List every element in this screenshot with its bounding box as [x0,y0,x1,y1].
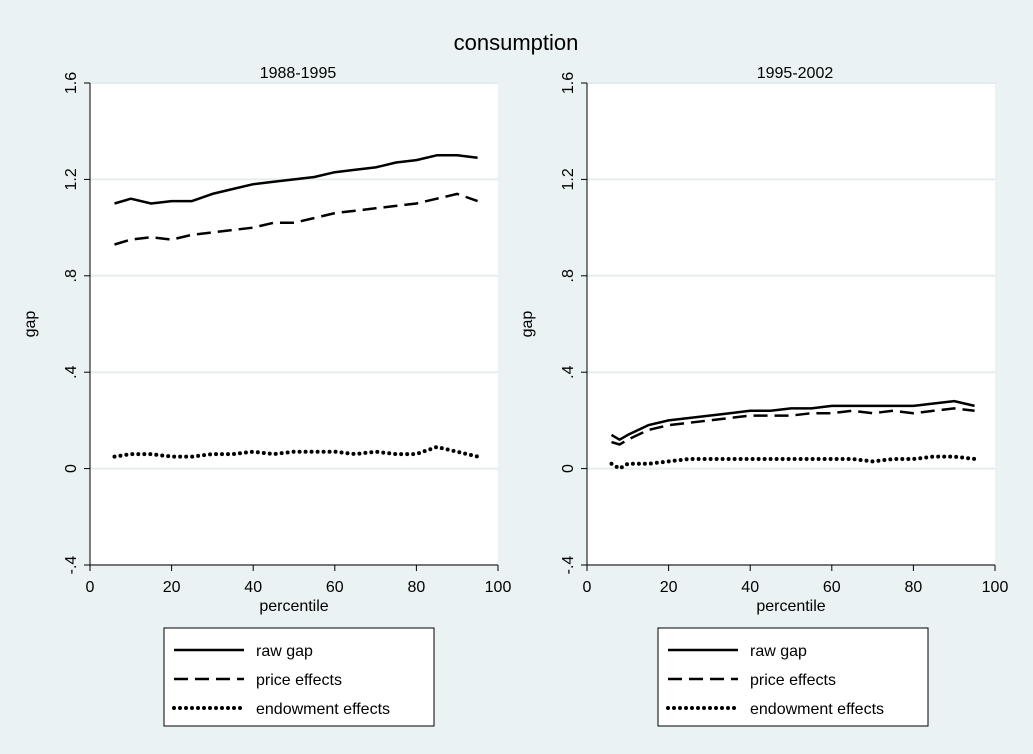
legend-label: raw gap [750,643,807,660]
legend: raw gap price effects endowment effects [163,627,435,727]
legend-label: endowment effects [750,701,884,718]
y-tick-label: .8 [560,269,577,282]
legend-label: raw gap [256,643,313,660]
panel-title: 1995-2002 [757,65,834,82]
x-tick-label: 60 [326,579,344,596]
series-line-dotted [609,454,977,471]
x-tick-label: 20 [660,579,678,596]
panel-title: 1988-1995 [260,65,337,82]
y-tick-label: 1.2 [560,168,577,190]
x-tick-label: 20 [163,579,181,596]
x-axis-title: percentile [756,598,825,615]
series-line-solid [610,399,975,441]
figure-title: consumption [454,30,579,55]
x-axis-title: percentile [259,598,328,615]
chart-panel-2: -.4 0 .4 .8 1.2 1.6 0 20 40 60 80 100 1995-2002 perce… [519,65,1009,727]
legend-label: endowment effects [256,701,390,718]
plot-area [90,83,498,565]
y-tick-label: 1.6 [63,72,80,94]
x-tick-label: 100 [982,579,1009,596]
panels: -.4 0 .4 .8 1.2 1.6 0 20 40 60 80 100 1988-1995 perce… [22,65,1009,727]
x-tick-label: 0 [86,579,95,596]
y-tick-label: -.4 [63,556,80,575]
legend-label: price effects [256,672,342,689]
y-tick-label: 1.2 [63,168,80,190]
series-line-dashed [114,192,479,246]
legend: raw gap price effects endowment effects [657,627,929,727]
y-tick-label: 1.6 [560,72,577,94]
y-tick-label: -.4 [560,556,577,575]
series-line-dashed [611,407,975,446]
series-line-solid [114,154,478,205]
y-tick-label: .4 [63,365,80,378]
y-tick-label: 0 [63,464,80,473]
y-axis-title: gap [519,311,536,338]
y-tick-label: 0 [560,464,577,473]
x-tick-label: 80 [408,579,426,596]
legend-label: price effects [750,672,836,689]
x-tick-label: 80 [905,579,923,596]
y-tick-label: .8 [63,269,80,282]
series-line-dotted [112,444,480,459]
x-tick-label: 0 [583,579,592,596]
x-tick-label: 100 [485,579,512,596]
chart-panel-1: -.4 0 .4 .8 1.2 1.6 0 20 40 60 80 100 1988-1995 perce… [22,65,512,727]
x-tick-label: 40 [741,579,759,596]
x-tick-label: 60 [823,579,841,596]
y-axis-title: gap [22,311,39,338]
y-tick-label: .4 [560,365,577,378]
x-tick-label: 40 [244,579,262,596]
plot-area [587,83,995,565]
